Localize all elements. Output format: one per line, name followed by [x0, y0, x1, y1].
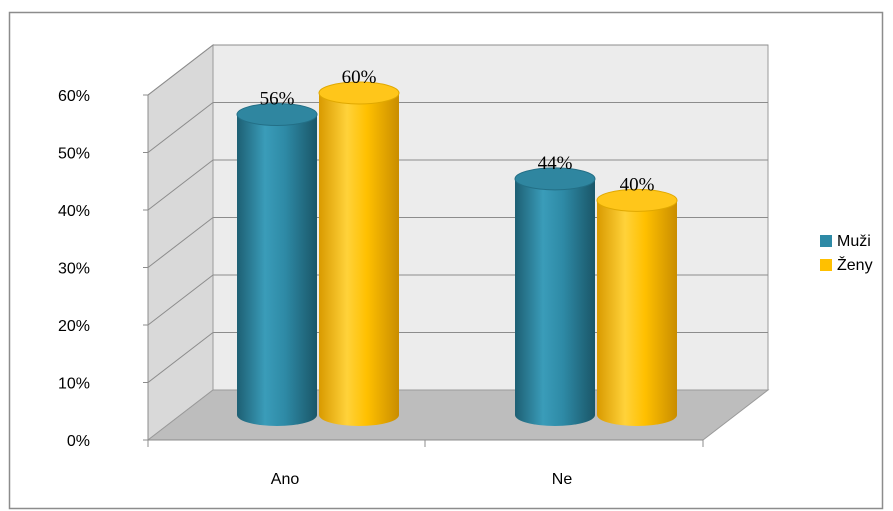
gridline-side [147, 159, 214, 211]
data-label: 60% [342, 67, 377, 88]
bars [236, 81, 678, 426]
data-label: 40% [620, 174, 655, 195]
bar-body [597, 200, 677, 426]
bar-top [514, 167, 596, 191]
legend: Muži Ženy [820, 233, 873, 274]
y-tick-labels: 0% 10% 20% 30% 40% 50% 60% [58, 88, 148, 450]
y-tick-label: 0% [67, 433, 90, 450]
y-tick-label: 50% [58, 146, 90, 163]
gridline-side [147, 274, 214, 326]
gridline-side [147, 102, 214, 153]
gridline-side [147, 44, 214, 96]
y-tick-label: 40% [58, 203, 90, 220]
x-tick-label: Ano [271, 471, 300, 488]
gridline-side [147, 217, 214, 268]
bar-body [319, 93, 399, 426]
bar-body [237, 114, 317, 426]
data-label: 56% [260, 88, 295, 109]
x-tick-labels: Ano Ne [147, 440, 704, 488]
y-tick-label: 60% [58, 88, 90, 105]
legend-label: Muži [837, 233, 871, 250]
bar-top [236, 102, 318, 126]
y-tick-label: 10% [58, 376, 90, 393]
data-label: 44% [538, 153, 573, 174]
gridline-side [147, 332, 214, 383]
bar [514, 167, 596, 426]
bar-top [318, 81, 400, 105]
legend-swatch [820, 259, 832, 271]
legend-label: Ženy [837, 255, 873, 274]
legend-swatch [820, 235, 832, 247]
bar-body [515, 178, 595, 426]
bar [596, 188, 678, 426]
x-tick-label: Ne [552, 471, 573, 488]
y-tick-label: 30% [58, 261, 90, 278]
data-labels: 56% 44% 60% 40% [260, 67, 655, 195]
y-tick-label: 20% [58, 318, 90, 335]
bar-top [596, 188, 678, 212]
bar [236, 102, 318, 426]
bar [318, 81, 400, 426]
